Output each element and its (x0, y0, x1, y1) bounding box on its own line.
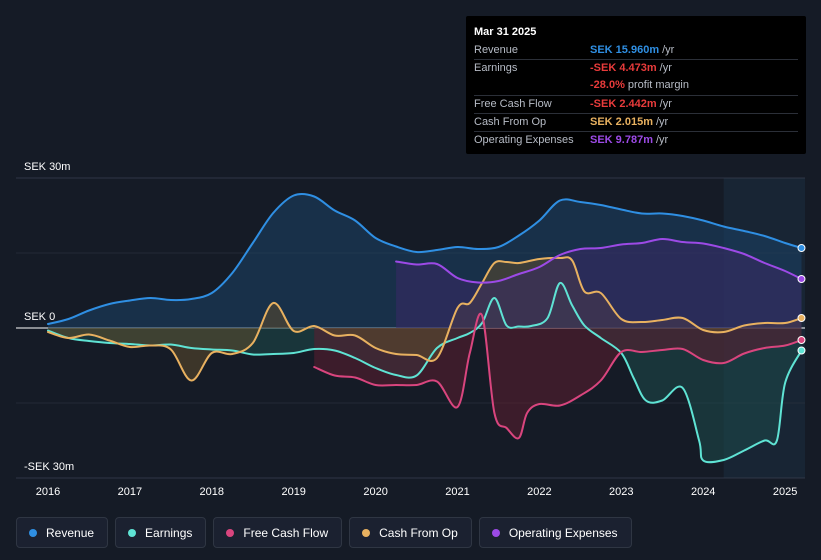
tooltip-label (474, 77, 590, 94)
tooltip-unit: /yr (662, 44, 675, 56)
x-axis-label: 2022 (527, 486, 551, 498)
y-axis-label: SEK 0 (24, 311, 55, 323)
tooltip-value: -28.0% (590, 79, 625, 92)
series-lines (47, 192, 803, 464)
y-axis-label: SEK 30m (24, 161, 70, 173)
tooltip-label: Cash From Op (474, 115, 547, 128)
tooltip-unit: /yr (655, 133, 669, 146)
chart-legend: Revenue Earnings Free Cash Flow Cash Fro… (16, 517, 632, 548)
legend-dot-icon (362, 528, 371, 537)
cash-from-op-line (47, 256, 803, 382)
legend-item-free-cash-flow[interactable]: Free Cash Flow (213, 517, 343, 548)
tooltip-value: SEK 15.960m (590, 44, 660, 56)
tooltip-row-operating-expenses: Operating Expenses SEK 9.787m /yr (474, 130, 798, 149)
x-axis-label: 2018 (200, 486, 224, 498)
tooltip-unit: /yr (659, 62, 672, 75)
operating-expenses-area (396, 238, 802, 328)
tooltip-row-revenue: Revenue SEK 15.960m /yr (474, 42, 798, 59)
legend-label: Free Cash Flow (243, 525, 329, 540)
tooltip-label: Operating Expenses (474, 133, 574, 146)
tooltip-value: -SEK 4.473m (590, 62, 657, 75)
x-axis-label: 2020 (363, 486, 387, 498)
legend-dot-icon (226, 528, 235, 537)
cash-from-op-area (48, 257, 802, 381)
legend-dot-icon (491, 528, 500, 537)
x-axis-label: 2016 (36, 486, 60, 498)
tooltip-unit: profit margin (627, 79, 689, 92)
x-axis-label: 2021 (445, 486, 469, 498)
earnings-end-dot (797, 346, 806, 355)
operating-expenses-line (395, 237, 803, 284)
legend-dot-icon (29, 528, 37, 537)
x-axis-label: 2017 (118, 486, 142, 498)
legend-item-revenue[interactable]: Revenue (16, 517, 109, 548)
cash-from-op-end-dot (797, 314, 806, 322)
earnings-line (47, 281, 803, 464)
tooltip-unit: /yr (659, 97, 672, 110)
legend-label: Operating Expenses (508, 525, 618, 540)
y-axis-label: -SEK 30m (24, 461, 74, 473)
legend-dot-icon (128, 528, 137, 537)
axis-labels: SEK 30m SEK 0 -SEK 30m 2016 2017 2018 2019 2020… (24, 161, 797, 498)
tooltip-label: Free Cash Flow (474, 97, 552, 110)
legend-item-cash-from-op[interactable]: Cash From Op (349, 517, 472, 548)
x-axis-label: 2019 (281, 486, 305, 498)
free-cash-flow-end-dot (797, 336, 806, 344)
legend-item-operating-expenses[interactable]: Operating Expenses (478, 517, 632, 548)
tooltip-label: Revenue (474, 44, 519, 56)
legend-item-earnings[interactable]: Earnings (115, 517, 207, 548)
tooltip-value: -SEK 2.442m (590, 97, 657, 110)
legend-label: Revenue (46, 525, 95, 540)
tooltip-row-earnings: Earnings -SEK 4.473m /yr (474, 59, 798, 77)
tooltip-value: SEK 9.787m (590, 133, 653, 146)
earnings-area (48, 282, 802, 463)
series-end-markers (797, 244, 806, 355)
tooltip-date: Mar 31 2025 (474, 26, 537, 38)
tooltip-row-cash-from-op: Cash From Op SEK 2.015m /yr (474, 112, 798, 131)
revenue-end-dot (797, 244, 806, 252)
tooltip-value: SEK 2.015m (590, 115, 653, 128)
series-areas (48, 193, 802, 463)
x-axis-label: 2024 (691, 486, 715, 498)
tooltip-row-profit-margin: -28.0% profit margin (474, 77, 798, 94)
revenue-line (47, 192, 803, 325)
free-cash-flow-line (313, 312, 803, 440)
tooltip-label: Earnings (474, 62, 518, 75)
tooltip-unit: /yr (655, 115, 669, 128)
x-axis-label: 2025 (773, 486, 797, 498)
x-axis-label: 2023 (609, 486, 633, 498)
legend-label: Earnings (145, 525, 193, 540)
tooltip-row-free-cash-flow: Free Cash Flow -SEK 2.442m /yr (474, 94, 798, 113)
operating-expenses-end-dot (797, 275, 806, 283)
tooltip-panel: Mar 31 2025 Revenue SEK 15.960m /yr Earn… (466, 16, 806, 154)
legend-label: Cash From Op (379, 525, 458, 540)
